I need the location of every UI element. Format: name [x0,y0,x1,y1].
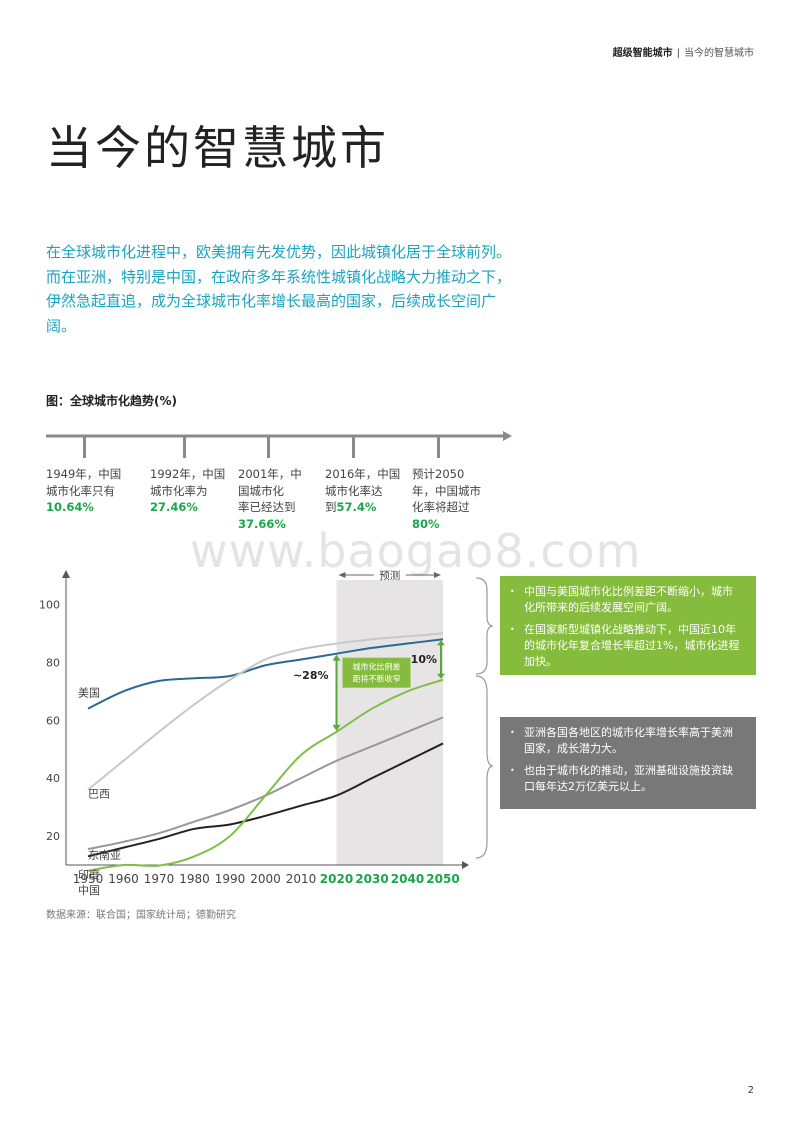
milestone-text: 城市化率只有 [46,483,115,498]
milestone-text: 预计2050 [412,467,465,481]
milestone-2001: 2001年，中 国城市化 率已经达到 37.66% [238,466,302,532]
timeline-tick-1992 [183,436,186,458]
x-tick-label: 2020 [320,872,353,886]
forecast-band [336,580,443,865]
gap-note-line: 距将不断收窄 [353,674,401,684]
callout-text: 亚洲各国各地区的城市化率增长率高于美洲国家，成长潜力大。 [524,726,733,755]
gap-note-box [342,657,411,688]
x-tick-label: 2050 [426,872,459,886]
header-section: 超级智能城市 [612,48,673,59]
callout-item: • 在国家新型城镇化战略推动下，中国近10年的城市化年复合增长率超过1%，城市化进… [510,622,742,670]
milestone-value: 57.4% [336,500,377,514]
series-line-巴西 [87,632,444,791]
x-tick-label: 2000 [250,872,281,886]
timeline-tick-2016 [352,436,355,458]
milestone-text: 年，中国城市 [412,483,481,498]
forecast-label: 预测 [379,569,400,582]
milestone-text: 城市化率为 [150,483,208,498]
page-header: 超级智能城市 | 当今的智慧城市 [613,44,754,59]
milestone-text: 率已经达到 [238,500,296,514]
milestone-value: 37.66% [238,516,286,531]
bullet-icon: • [510,587,515,596]
series-label: 东南亚 [88,849,121,862]
timeline [46,431,512,458]
x-tick-label: 1950 [73,872,104,886]
x-tick-label: 1960 [108,872,139,886]
timeline-tick-2050 [437,436,440,458]
y-tick-label: 40 [46,772,60,785]
gap-arrowhead-2020-top [332,654,341,661]
milestone-value: 80% [412,516,440,531]
callout-text: 也由于城市化的推动，亚洲基础设施投资缺口每年达2万亿美元以上。 [524,764,733,793]
x-tick-label: 2030 [355,872,388,886]
header-page: 当今的智慧城市 [684,48,754,59]
y-tick-label: 80 [46,656,60,669]
gap-arrowhead-2050-top [437,640,445,646]
timeline-tick-2001 [267,436,270,458]
y-tick-label: 20 [46,830,60,843]
milestone-2016: 2016年，中国 城市化率达 到57.4% [325,466,400,516]
x-tick-label: 1990 [215,872,246,886]
gap-note-line: 城市化比例差 [353,662,401,672]
milestone-text: 城市化率达 [325,483,383,498]
bullet-icon: • [510,766,515,775]
x-tick-label: 1980 [179,872,210,886]
x-tick-label: 2040 [391,872,424,886]
timeline-arrow [503,431,512,441]
milestone-text: 1992年，中国 [150,467,226,481]
milestone-text: 1949年，中国 [46,467,122,481]
callout-text: 中国与美国城市化比例差距不断缩小，城市化所带来的后续发展空间广阔。 [524,585,733,614]
milestone-text: 化率将超过 [412,500,470,514]
milestone-text: 2001年，中 [238,467,302,481]
intro-paragraph: 在全球城市化进程中，欧美拥有先发优势，因此城镇化居于全球前列。而在亚洲，特别是中… [46,243,512,335]
callout-item: • 中国与美国城市化比例差距不断缩小，城市化所带来的后续发展空间广阔。 [510,584,742,616]
y-tick-label: 60 [46,714,60,727]
gap-label-2020: ~28% [293,669,329,682]
watermark: www.baogao8.com [190,524,642,578]
series-line-美国 [87,638,444,710]
green-callout-box: • 中国与美国城市化比例差距不断缩小，城市化所带来的后续发展空间广阔。 • 在国家新… [500,576,756,675]
milestone-text: 到 [325,500,337,514]
series-label: 巴西 [88,788,110,801]
forecast-arrow-right [434,572,441,578]
milestone-2050: 预计2050 年，中国城市 化率将超过 80% [412,466,481,532]
series-label: 印度 [78,867,100,881]
milestone-1992: 1992年，中国 城市化率为 27.46% [150,466,225,516]
data-source: 数据来源：联合国；国家统计局；德勤研究 [46,910,236,921]
timeline-tick-1949 [83,436,86,458]
series-label: 美国 [78,687,100,700]
milestone-text: 2016年，中国 [325,467,401,481]
callout-item: • 也由于城市化的推动，亚洲基础设施投资缺口每年达2万亿美元以上。 [510,763,742,795]
series-label: 中国 [78,884,100,897]
y-tick-label: 100 [39,598,60,611]
page-number: 2 [747,1085,754,1096]
forecast-arrow-left [338,572,346,578]
y-axis-arrow [62,570,70,578]
x-axis-arrow [462,861,469,869]
milestone-text: 国城市化 [238,483,284,498]
gap-arrowhead-2050-bottom [437,673,445,679]
figure-title: 图：全球城市化趋势(%) [46,394,177,408]
bullet-icon: • [510,728,515,737]
header-separator: | [676,48,680,59]
callout-bracket-gray [475,675,494,859]
x-tick-label: 2010 [286,872,317,886]
milestone-value: 10.64% [46,500,94,514]
callout-bracket-green [475,577,494,675]
milestone-value: 27.46% [150,500,198,514]
gray-callout-box: • 亚洲各国各地区的城市化率增长率高于美洲国家，成长潜力大。 • 也由于城市化的推动… [500,717,756,809]
callout-text: 在国家新型城镇化战略推动下，中国近10年的城市化年复合增长率超过1%，城市化进程… [524,623,740,668]
callout-item: • 亚洲各国各地区的城市化率增长率高于美洲国家，成长潜力大。 [510,725,742,757]
milestone-1949: 1949年，中国 城市化率只有 10.64% [46,466,121,516]
series-line-中国 [87,678,444,872]
series-line-印度 [87,742,444,858]
x-tick-label: 1970 [144,872,175,886]
gap-arrowhead-2020-bottom [332,724,341,731]
page-title: 当今的智慧城市 [46,121,389,175]
bullet-icon: • [510,625,515,634]
